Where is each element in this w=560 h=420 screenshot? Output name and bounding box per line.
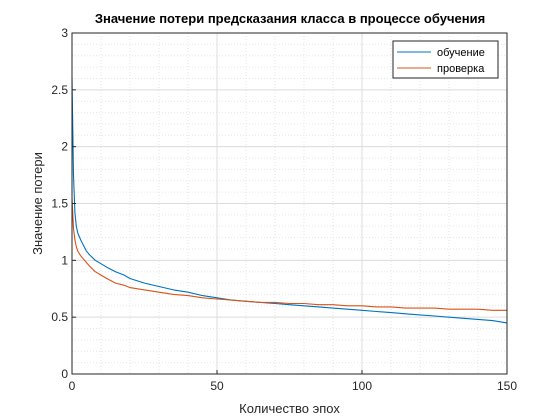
y-tick-label: 2.5 — [51, 83, 68, 97]
series-line-train — [71, 78, 508, 324]
chart-title: Значение потери предсказания класса в пр… — [95, 11, 485, 26]
legend-label-validation: проверка — [437, 63, 485, 75]
x-axis-label: Количество эпох — [239, 401, 340, 416]
tick-labels: 0 50 100 150 0 0.5 1 1.5 2 2.5 3 — [51, 26, 517, 393]
legend-label-train: обучение — [437, 47, 485, 59]
ticks — [71, 32, 508, 375]
series-line-validation — [71, 197, 507, 311]
y-tick-label: 0.5 — [51, 310, 68, 324]
y-tick-label: 0 — [61, 367, 68, 381]
y-tick-label: 3 — [61, 26, 68, 40]
y-tick-label: 2 — [61, 140, 68, 154]
y-axis-label: Значение потери — [30, 152, 45, 255]
x-tick-label: 100 — [352, 379, 372, 393]
series-layer — [71, 78, 508, 324]
y-tick-label: 1 — [61, 253, 68, 267]
grid — [72, 33, 507, 374]
legend-box — [392, 40, 499, 79]
x-tick-label: 50 — [210, 379, 224, 393]
legend: обучение проверка — [392, 40, 499, 79]
x-tick-label: 0 — [69, 379, 76, 393]
x-tick-label: 150 — [497, 379, 517, 393]
y-tick-label: 1.5 — [51, 197, 68, 211]
